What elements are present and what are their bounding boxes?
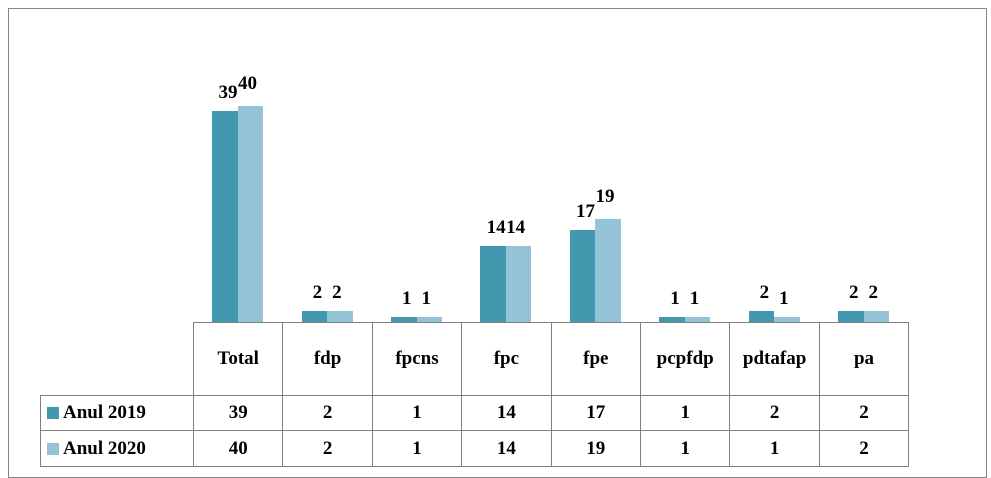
table-header-cell: fpc	[461, 322, 552, 396]
bar	[212, 111, 238, 322]
table-cell: 19	[550, 430, 641, 467]
legend-cell: Anul 2020	[40, 430, 194, 467]
bar	[774, 316, 800, 322]
value-label: 2	[332, 282, 342, 304]
table-cell: 2	[818, 430, 910, 467]
bar	[863, 311, 889, 322]
bar	[505, 246, 532, 322]
table-cell: 14	[461, 395, 552, 431]
bar	[416, 316, 442, 322]
table-cell: 2	[282, 395, 373, 431]
table-cell: 1	[640, 430, 731, 467]
table-cell: 2	[729, 395, 820, 431]
table-cell: 39	[193, 395, 284, 431]
value-label: 1	[670, 287, 680, 309]
table-cell: 40	[193, 430, 284, 467]
value-label: 2	[849, 282, 859, 304]
legend-swatch	[47, 407, 59, 419]
value-label: 1	[421, 287, 432, 309]
bar	[327, 311, 353, 322]
bar	[391, 316, 417, 322]
bar	[569, 230, 596, 322]
table-cell: 17	[550, 395, 641, 431]
bar	[595, 219, 621, 322]
legend-swatch	[47, 442, 59, 455]
table-cell: 1	[640, 395, 731, 431]
table-header-cell: fpe	[550, 322, 641, 396]
value-label: 19	[595, 186, 615, 208]
value-label: 2	[312, 282, 323, 304]
table-cell: 1	[371, 395, 463, 431]
table-header-cell: pcpfdp	[640, 322, 731, 396]
bar	[838, 311, 864, 322]
bar	[659, 316, 685, 322]
table-cell: 1	[729, 430, 820, 467]
value-label: 14	[506, 217, 526, 239]
legend-label: Anul 2020	[63, 437, 146, 459]
table-cell: 1	[371, 430, 463, 467]
bar	[480, 246, 506, 322]
bar	[237, 106, 264, 322]
table-header-cell: fpcns	[371, 322, 463, 396]
table-header-cell: Total	[193, 322, 284, 396]
table-header-cell: fdp	[282, 322, 373, 396]
value-label: 1	[689, 287, 700, 309]
value-label: 1	[779, 287, 789, 309]
bar	[748, 311, 775, 322]
value-label: 39	[218, 82, 238, 104]
value-label: 1	[402, 287, 412, 309]
value-label: 40	[237, 73, 257, 94]
legend-label: Anul 2019	[63, 402, 146, 423]
value-label: 2	[759, 282, 770, 304]
table-cell: 14	[461, 430, 552, 467]
table-header-cell: pdtafap	[729, 322, 820, 396]
bar	[301, 311, 328, 322]
bar	[684, 316, 711, 322]
value-label: 14	[486, 217, 506, 239]
value-label: 2	[868, 282, 879, 304]
table-cell: 2	[282, 430, 373, 467]
page: {"chart_data": {"type": "bar", "categori…	[8, 8, 987, 478]
legend-cell: Anul 2019	[40, 395, 194, 431]
table-cell: 2	[818, 395, 910, 431]
value-label: 17	[576, 201, 596, 223]
table-header-cell: pa	[818, 322, 910, 396]
